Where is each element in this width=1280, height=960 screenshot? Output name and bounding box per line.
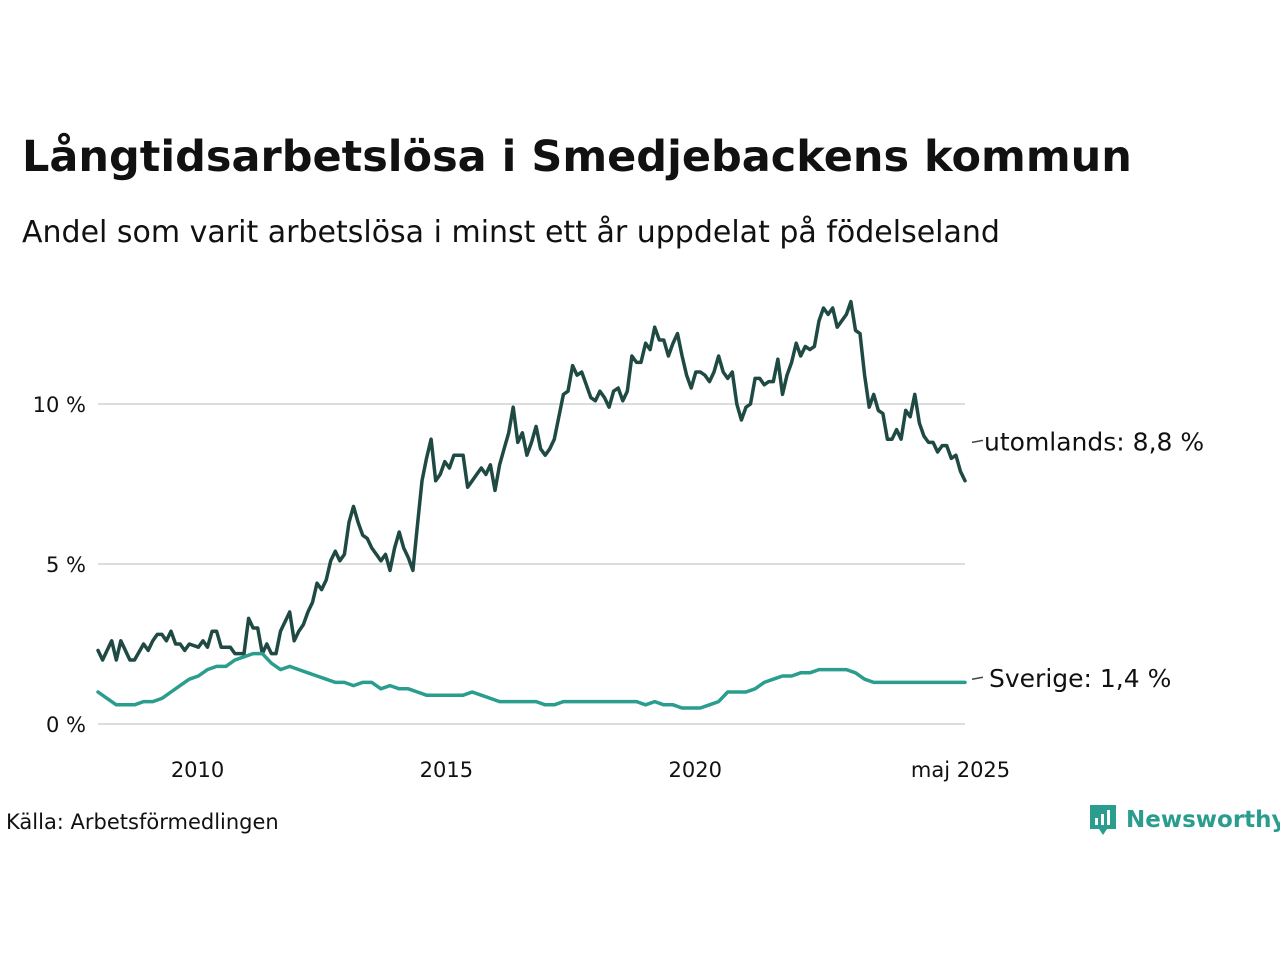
y-axis-ticks: 0 % 5 % 10 % — [33, 393, 86, 737]
x-tick-label: maj 2025 — [911, 758, 1010, 782]
source-note: Källa: Arbetsförmedlingen — [6, 810, 279, 834]
newsworthy-logo-icon — [1090, 805, 1116, 835]
series-line-sweden — [96, 651, 967, 710]
x-axis-ticks: 2010 2015 2020 maj 2025 — [171, 758, 1010, 782]
series-end-labels: utomlands: 8,8 % Sverige: 1,4 % — [971, 427, 1204, 693]
label-leader-sweden — [971, 676, 984, 680]
x-tick-label: 2015 — [420, 758, 473, 782]
gridlines — [98, 403, 965, 725]
brand-logo: Newsworthy — [1088, 803, 1280, 837]
y-tick-label: 10 % — [33, 393, 86, 417]
x-tick-label: 2010 — [171, 758, 224, 782]
y-tick-label: 5 % — [46, 553, 86, 577]
x-tick-label: 2020 — [669, 758, 722, 782]
y-tick-label: 0 % — [46, 713, 86, 737]
series-lines — [96, 299, 967, 710]
series-line-foreign — [96, 299, 967, 662]
chart-title: Långtidsarbetslösa i Smedjebackens kommu… — [22, 132, 1132, 182]
series-label-foreign: utomlands: 8,8 % — [984, 427, 1204, 456]
series-label-sweden: Sverige: 1,4 % — [989, 664, 1171, 693]
label-leader-foreign — [971, 439, 984, 444]
brand-name: Newsworthy — [1126, 807, 1280, 833]
chart-subtitle: Andel som varit arbetslösa i minst ett å… — [22, 215, 1000, 250]
